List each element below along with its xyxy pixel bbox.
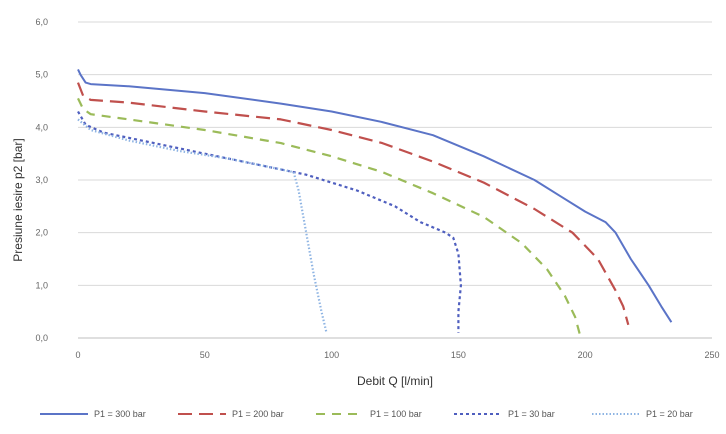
- y-tick-label: 2,0: [35, 228, 48, 238]
- legend-label: P1 = 30 bar: [508, 409, 555, 419]
- y-tick-label: 3,0: [35, 175, 48, 185]
- series-line: [77, 110, 462, 333]
- series-line: [77, 118, 328, 333]
- series-group: [76, 68, 673, 336]
- x-tick-label: 200: [578, 350, 593, 360]
- x-tick-label: 250: [704, 350, 719, 360]
- y-tick-label: 6,0: [35, 17, 48, 27]
- series-line: [76, 82, 630, 326]
- legend-label: P1 = 100 bar: [370, 409, 422, 419]
- x-tick-label: 150: [451, 350, 466, 360]
- x-tick-label: 100: [324, 350, 339, 360]
- series-line: [77, 97, 582, 336]
- y-axis-title: Presiune iesire p2 [bar]: [11, 138, 25, 261]
- y-tick-label: 0,0: [35, 333, 48, 343]
- legend-label: P1 = 300 bar: [94, 409, 146, 419]
- x-axis-ticks: 0 50 100 150 200 250: [75, 350, 719, 360]
- y-tick-label: 4,0: [35, 122, 48, 132]
- legend: P1 = 300 bar P1 = 200 bar P1 = 100 bar P1 =…: [40, 409, 693, 419]
- grid-lines: [78, 21, 712, 339]
- x-axis-title: Debit Q [l/min]: [357, 374, 433, 388]
- series-line: [77, 68, 673, 323]
- x-tick-label: 0: [75, 350, 80, 360]
- y-tick-label: 1,0: [35, 280, 48, 290]
- y-axis-ticks: 0,0 1,0 2,0 3,0 4,0 5,0 6,0: [35, 17, 48, 343]
- y-tick-label: 5,0: [35, 70, 48, 80]
- legend-label: P1 = 200 bar: [232, 409, 284, 419]
- x-tick-label: 50: [200, 350, 210, 360]
- legend-label: P1 = 20 bar: [646, 409, 693, 419]
